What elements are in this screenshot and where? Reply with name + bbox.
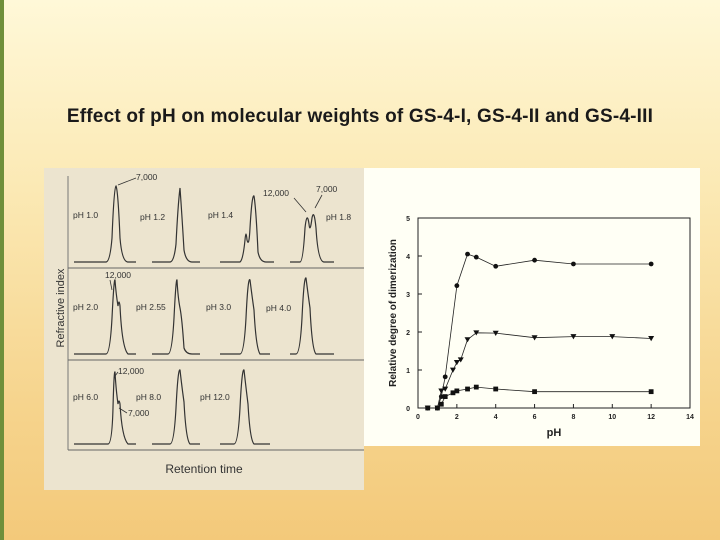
data-point-squares [450, 390, 456, 396]
data-point-triangles [473, 330, 480, 336]
peak-ph-2-0 [74, 279, 136, 355]
row3-label: pH 8.0 [136, 392, 161, 402]
data-point-squares [465, 386, 470, 392]
y-tick-label: 4 [406, 254, 410, 261]
data-point-triangles [648, 336, 655, 342]
chromatogram-xlabel: Retention time [165, 462, 243, 476]
data-point-squares [648, 389, 654, 395]
data-point-triangles [492, 330, 499, 336]
annotation-arrow [293, 197, 307, 213]
annotation-arrow [114, 371, 119, 377]
annotation-arrow [118, 407, 128, 414]
data-point-squares [442, 394, 448, 399]
data-point-squares [425, 405, 431, 411]
x-tick-label: 6 [533, 414, 537, 421]
x-tick-label: 8 [571, 414, 575, 421]
peak-ph-1-0 [74, 184, 136, 263]
peak-ph-6-0 [74, 371, 136, 445]
row1-label: pH 1.4 [208, 210, 233, 220]
peak-ph-8-0 [152, 369, 200, 445]
chart-xlabel: pH [547, 427, 562, 439]
data-point-circles [532, 257, 537, 263]
data-point-squares [435, 405, 440, 411]
data-point-circles [571, 261, 576, 267]
x-tick-label: 14 [686, 414, 694, 421]
peak-ph-2-55 [152, 279, 200, 355]
data-point-triangles [449, 367, 456, 373]
row2-label: pH 3.0 [206, 302, 231, 312]
series-line-circles [427, 253, 652, 409]
peak-ph-1-2 [152, 187, 200, 263]
annotation-mw: 7,000 [128, 408, 150, 418]
data-point-triangles [570, 334, 577, 340]
y-tick-label: 2 [406, 330, 410, 337]
series-line-squares [427, 386, 652, 409]
slide-title: Effect of pH on molecular weights of GS-… [66, 106, 654, 127]
data-point-circles [442, 374, 448, 380]
annotation-arrow [314, 194, 323, 209]
annotation-mw: 12,000 [263, 188, 289, 198]
data-point-squares [532, 389, 537, 395]
y-tick-label: 1 [406, 368, 410, 375]
y-tick-label: 5 [406, 216, 410, 223]
plot-frame [417, 217, 691, 409]
chromatogram-figure: Refractive index Retention time pH 1.0 p… [55, 172, 364, 476]
row2-label: pH 2.55 [136, 302, 166, 312]
data-point-squares [454, 388, 460, 394]
annotation-mw: 7,000 [136, 172, 158, 182]
annotation-arrow [117, 177, 137, 186]
data-point-squares [493, 386, 499, 392]
x-tick-label: 2 [455, 414, 459, 421]
data-point-triangles [457, 357, 464, 363]
row3-label: pH 6.0 [73, 392, 98, 402]
series-line-triangles [427, 332, 652, 409]
row1-label: pH 1.0 [73, 210, 98, 220]
chart-ylabel: Relative degree of dimerization [388, 239, 399, 387]
row3-label: pH 12.0 [200, 392, 230, 402]
peak-ph-3-0 [220, 279, 270, 355]
data-point-triangles [609, 334, 616, 340]
annotation-arrow [109, 279, 113, 291]
data-point-triangles [531, 335, 538, 341]
data-point-triangles [442, 386, 449, 392]
chromatogram-ylabel: Refractive index [55, 268, 67, 347]
peak-ph-12-0 [220, 369, 270, 445]
x-tick-label: 0 [416, 414, 420, 421]
data-point-squares [438, 401, 444, 407]
data-point-squares [473, 384, 479, 390]
row2-label: pH 4.0 [266, 303, 291, 313]
x-tick-label: 12 [647, 414, 655, 421]
y-tick-label: 0 [406, 406, 410, 413]
data-point-triangles [453, 360, 460, 366]
row1-label: pH 1.8 [326, 212, 351, 222]
x-tick-label: 10 [608, 414, 616, 421]
x-tick-label: 4 [494, 414, 498, 421]
y-tick-label: 3 [406, 292, 410, 299]
annotation-mw: 7,000 [316, 184, 338, 194]
peak-ph-4-0 [290, 277, 334, 355]
data-point-circles [465, 251, 470, 257]
data-point-circles [454, 283, 460, 289]
data-point-circles [648, 261, 654, 267]
data-point-triangles [464, 337, 471, 343]
annotation-mw: 12,000 [105, 270, 131, 280]
row1-label: pH 1.2 [140, 212, 165, 222]
row2-label: pH 2.0 [73, 302, 98, 312]
peak-ph-1-8 [290, 214, 334, 263]
left-accent-stripe [0, 0, 4, 540]
data-point-triangles [438, 388, 445, 394]
data-point-circles [493, 263, 499, 269]
annotation-mw: 12,000 [118, 366, 144, 376]
peak-ph-1-4 [220, 195, 274, 263]
dimerization-chart-panel: 0 2 4 6 8 10 12 14 0 1 2 3 4 5 pH Relative degree of … [364, 168, 700, 446]
data-point-circles [473, 254, 479, 260]
chromatogram-panel: Refractive index Retention time pH 1.0 p… [44, 168, 364, 490]
